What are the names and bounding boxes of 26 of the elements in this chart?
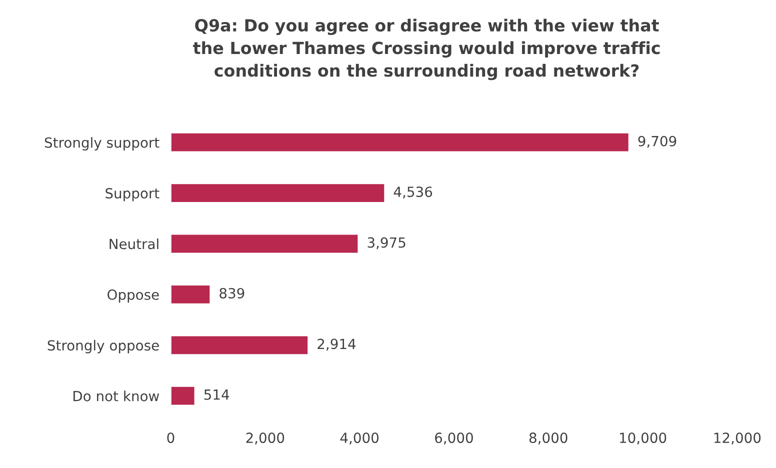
data-label: 514 <box>204 390 230 400</box>
y-tick-label: Neutral <box>110 238 158 250</box>
x-tick-label: 0 <box>167 432 174 444</box>
y-tick-label: Do not know <box>74 390 160 402</box>
data-label: 2,914 <box>318 338 356 351</box>
bar <box>170 233 360 254</box>
bar <box>170 386 196 406</box>
y-tick-label: Oppose <box>108 289 159 303</box>
bar <box>170 284 212 305</box>
x-tick-label: 4,000 <box>340 432 379 444</box>
y-tick-label: Strongly support <box>44 137 160 151</box>
chart-title: Q9a: Do you agree or disagree with the view that the Lower Thames Crossing would improve traffic conditions on the surrounding road network? <box>193 18 660 80</box>
x-tick-label: 6,000 <box>435 432 473 444</box>
bar <box>170 182 386 204</box>
data-label: 4,536 <box>394 186 432 198</box>
x-tick-label: 8,000 <box>529 432 568 444</box>
x-tick-label: 10,000 <box>620 432 666 444</box>
bar <box>170 334 309 356</box>
data-label: 3,975 <box>368 237 406 250</box>
y-tick-label: Strongly oppose <box>48 340 159 354</box>
x-tick-label: 2,000 <box>246 432 284 444</box>
data-label: 9,709 <box>638 136 676 148</box>
y-tick-label: Support <box>106 188 160 202</box>
data-label: 839 <box>220 288 244 298</box>
bar <box>170 132 630 153</box>
x-tick-label: 12,000 <box>714 432 761 444</box>
